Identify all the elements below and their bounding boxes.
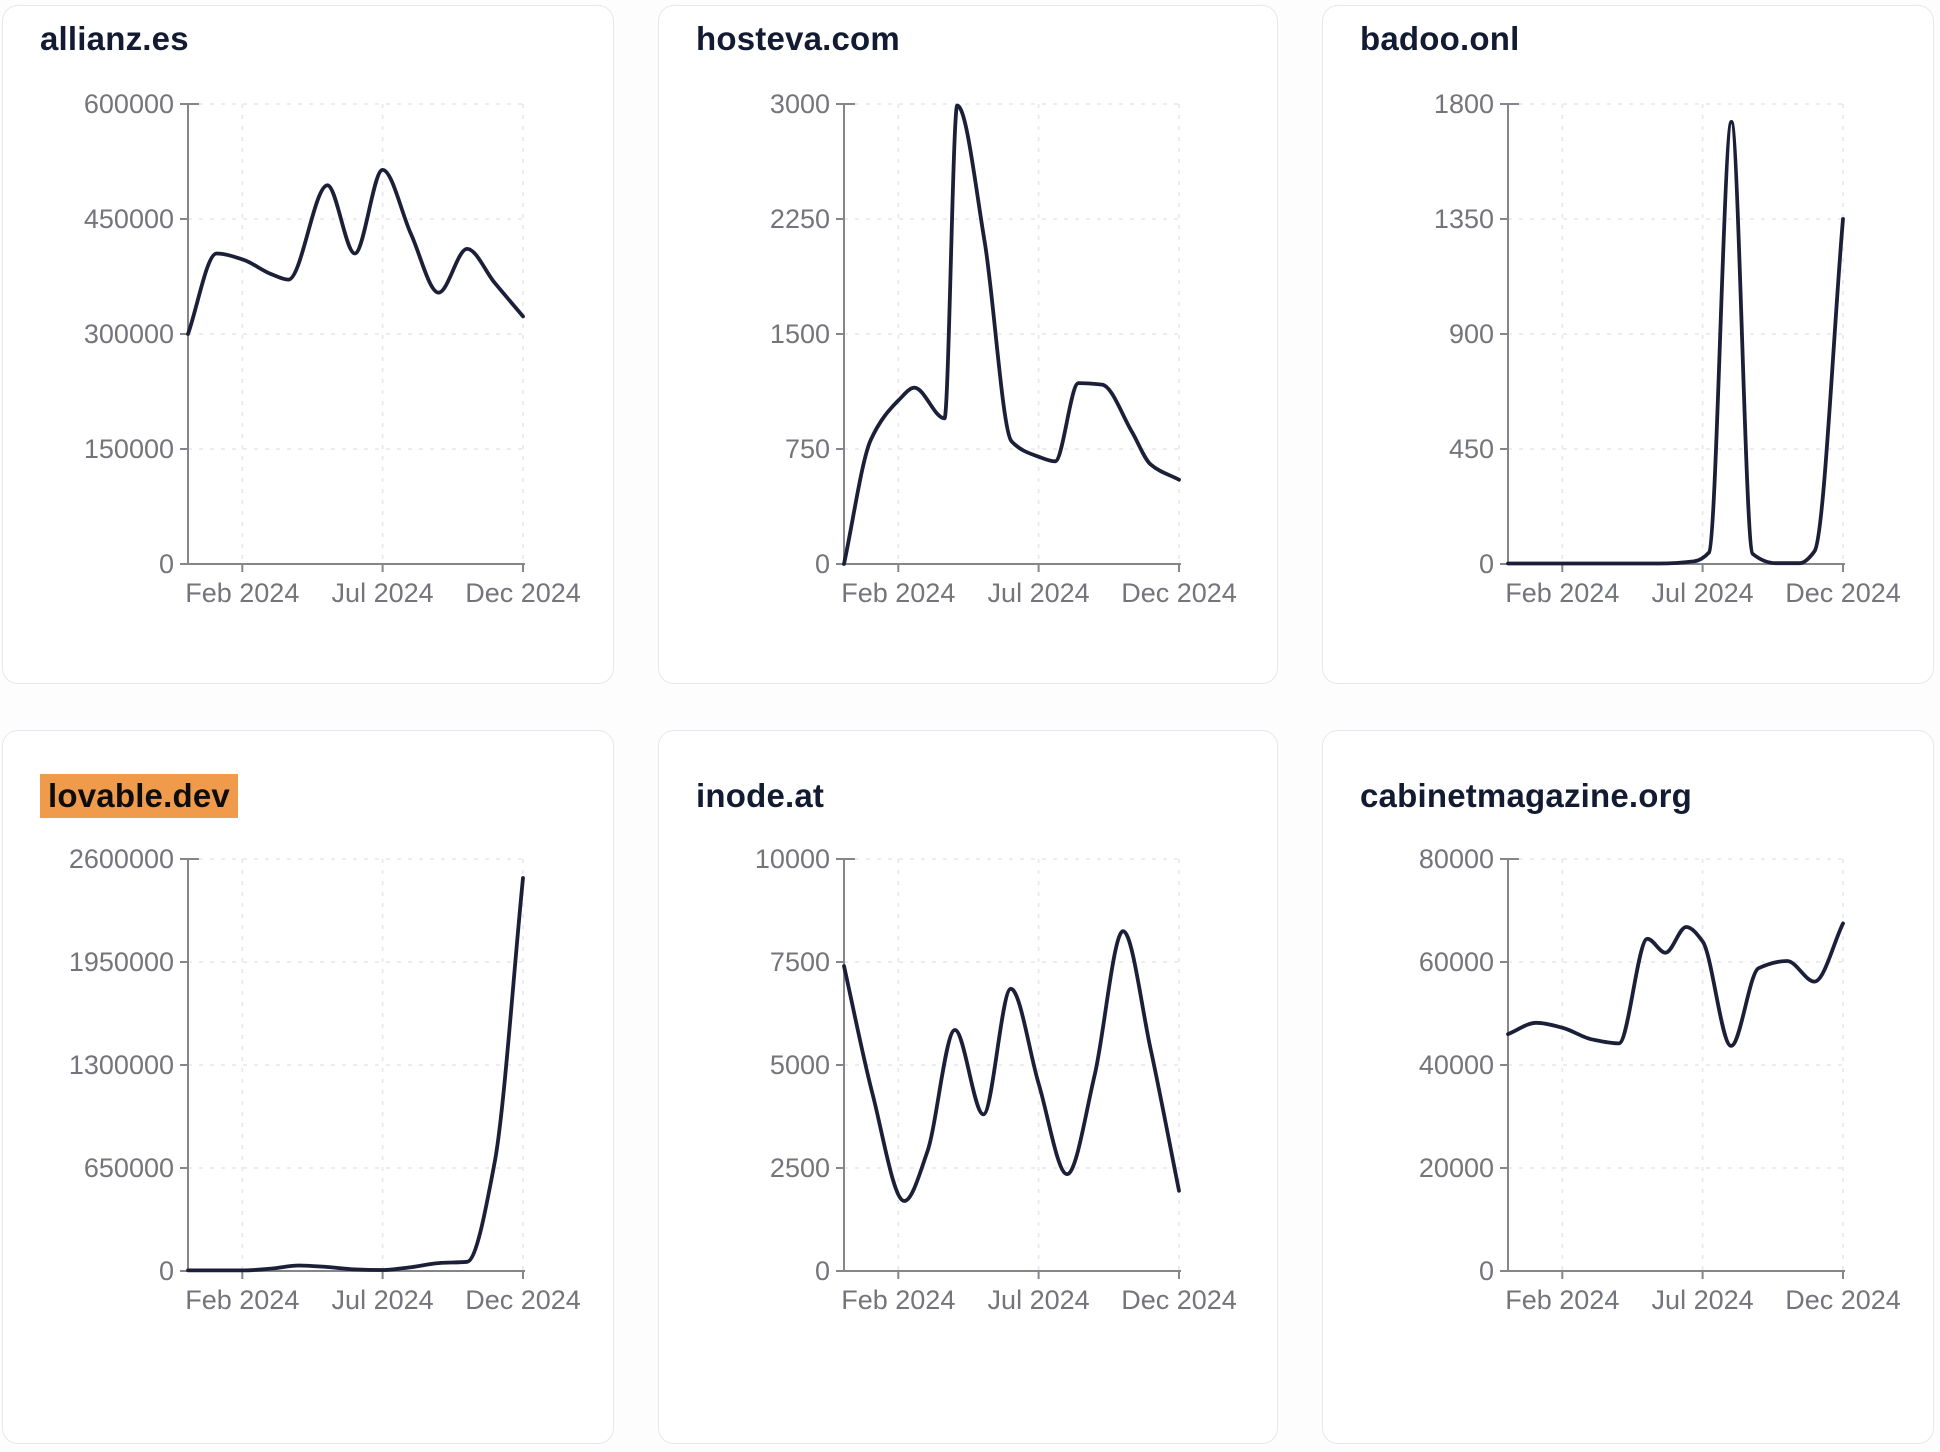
x-tick-label: Feb 2024 (1505, 578, 1619, 608)
x-tick-label: Feb 2024 (1505, 1285, 1619, 1315)
y-tick-label: 600000 (84, 89, 174, 119)
x-tick-label: Dec 2024 (465, 1285, 581, 1315)
y-tick-label: 0 (159, 1256, 174, 1286)
y-tick-label: 0 (159, 549, 174, 579)
y-tick-label: 1350 (1434, 204, 1494, 234)
series-line (1506, 921, 1845, 1048)
chart-card: inode.at 0 2500 5000 7500 10000 Feb 2024 Jul 20… (658, 730, 1278, 1444)
line-chart: 0 450 900 1350 1800 Feb 2024 Jul 2024 Dec 2024 (1434, 89, 1901, 608)
y-tick-label: 300000 (84, 319, 174, 349)
chart-title: cabinetmagazine.org (1360, 777, 1692, 815)
x-tick-label: Jul 2024 (988, 1285, 1090, 1315)
line-chart: 0 150000 300000 450000 600000 Feb 2024 Jul 202… (84, 89, 581, 608)
y-tick-label: 0 (1479, 1256, 1494, 1286)
line-chart: 0 650000 1300000 1950000 2600000 Feb 2024 Jul … (69, 844, 581, 1315)
y-tick-label: 10000 (755, 844, 830, 874)
chart-title-text: badoo.onl (1360, 20, 1520, 57)
x-tick-label: Feb 2024 (185, 578, 299, 608)
line-chart: 0 2500 5000 7500 10000 Feb 2024 Jul 2024 Dec 20… (755, 844, 1237, 1315)
y-tick-label: 7500 (770, 947, 830, 977)
y-tick-label: 0 (1479, 549, 1494, 579)
y-tick-label: 2250 (770, 204, 830, 234)
series-line (842, 103, 1181, 566)
y-tick-label: 1500 (770, 319, 830, 349)
line-chart: 0 750 1500 2250 3000 Feb 2024 Jul 2024 Dec 2024 (770, 89, 1237, 608)
x-tick-label: Dec 2024 (1121, 578, 1237, 608)
y-tick-label: 650000 (84, 1153, 174, 1183)
highlighted-title-text: lovable.dev (40, 774, 238, 818)
chart-card: hosteva.com 0 750 1500 2250 3000 Feb 2024 Jul 2… (658, 5, 1278, 684)
y-tick-label: 1300000 (69, 1050, 174, 1080)
y-tick-label: 2600000 (69, 844, 174, 874)
x-tick-label: Jul 2024 (988, 578, 1090, 608)
line-chart: 0 20000 40000 60000 80000 Feb 2024 Jul 2024 Dec… (1419, 844, 1901, 1315)
x-tick-label: Jul 2024 (332, 1285, 434, 1315)
series-line (186, 168, 525, 336)
x-tick-label: Dec 2024 (465, 578, 581, 608)
chart-title-text: inode.at (696, 777, 825, 814)
x-tick-label: Jul 2024 (332, 578, 434, 608)
chart-card: cabinetmagazine.org 0 20000 40000 60000 80000… (1322, 730, 1934, 1444)
y-tick-label: 0 (815, 1256, 830, 1286)
x-tick-label: Jul 2024 (1652, 578, 1754, 608)
y-tick-label: 20000 (1419, 1153, 1494, 1183)
x-tick-label: Jul 2024 (1652, 1285, 1754, 1315)
y-tick-label: 2500 (770, 1153, 830, 1183)
y-tick-label: 450 (1449, 434, 1494, 464)
chart-title-text: hosteva.com (696, 20, 900, 57)
y-tick-label: 450000 (84, 204, 174, 234)
y-tick-label: 40000 (1419, 1050, 1494, 1080)
y-tick-label: 0 (815, 549, 830, 579)
chart-title: lovable.dev (40, 774, 238, 818)
chart-title-text: allianz.es (40, 20, 189, 57)
y-tick-label: 150000 (84, 434, 174, 464)
y-tick-label: 1800 (1434, 89, 1494, 119)
x-tick-label: Dec 2024 (1785, 1285, 1901, 1315)
x-tick-label: Feb 2024 (841, 1285, 955, 1315)
chart-title: allianz.es (40, 20, 189, 58)
y-tick-label: 5000 (770, 1050, 830, 1080)
chart-card: allianz.es 0 150000 300000 450000 600000 Feb 2… (2, 5, 614, 684)
x-tick-label: Feb 2024 (185, 1285, 299, 1315)
chart-card: badoo.onl 0 450 900 1350 1800 Feb 2024 Jul 2024… (1322, 5, 1934, 684)
chart-title: hosteva.com (696, 20, 900, 58)
series-line (1506, 120, 1845, 566)
series-line (842, 929, 1181, 1203)
y-tick-label: 1950000 (69, 947, 174, 977)
x-tick-label: Feb 2024 (841, 578, 955, 608)
series-line (186, 876, 525, 1273)
chart-card: lovable.dev 0 650000 1300000 1950000 2600000 F… (2, 730, 614, 1444)
y-tick-label: 60000 (1419, 947, 1494, 977)
y-tick-label: 750 (785, 434, 830, 464)
chart-title-text: cabinetmagazine.org (1360, 777, 1693, 814)
y-tick-label: 80000 (1419, 844, 1494, 874)
chart-title: inode.at (696, 777, 824, 815)
x-tick-label: Dec 2024 (1121, 1285, 1237, 1315)
y-tick-label: 3000 (770, 89, 830, 119)
y-tick-label: 900 (1449, 319, 1494, 349)
chart-title: badoo.onl (1360, 20, 1519, 58)
x-tick-label: Dec 2024 (1785, 578, 1901, 608)
